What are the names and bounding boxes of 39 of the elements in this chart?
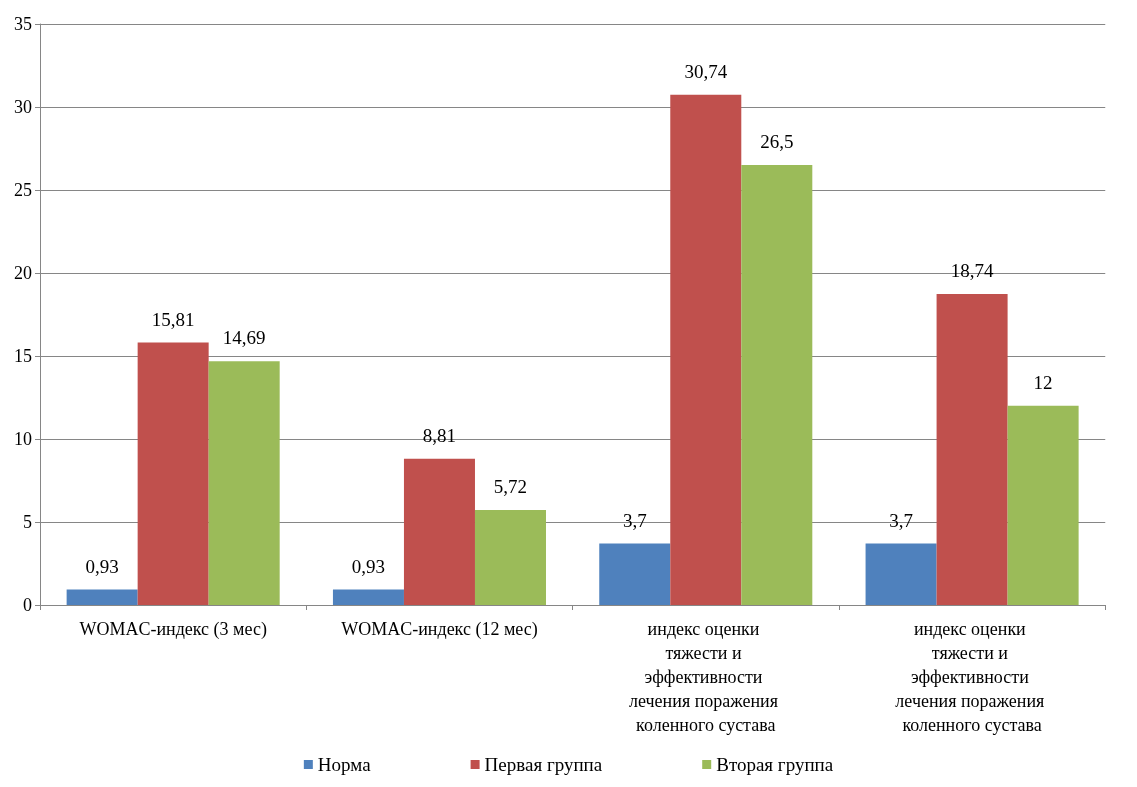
bar: [599, 543, 671, 605]
bar: [137, 342, 209, 605]
bar: [332, 589, 404, 605]
data-label: 5,72: [493, 476, 528, 498]
y-tick-label: 30: [14, 97, 32, 117]
data-label: 0,93: [351, 555, 386, 577]
legend-label: Первая группа: [484, 754, 603, 775]
data-label: 12: [1033, 371, 1053, 393]
data-label: 26,5: [760, 131, 794, 153]
data-label: 30,74: [684, 60, 728, 82]
bar: [865, 543, 937, 605]
bar: [741, 165, 813, 605]
y-tick-label: 5: [23, 512, 32, 532]
data-label: 3,7: [622, 509, 647, 531]
x-tick-label: WOMAC-индекс (3 мес): [79, 619, 267, 640]
y-tick-label: 35: [14, 14, 32, 34]
data-label: 15,81: [151, 308, 195, 330]
data-label: 14,69: [222, 327, 266, 349]
bar: [670, 94, 742, 605]
legend-label: Вторая группа: [716, 754, 834, 775]
bar: [403, 458, 475, 605]
data-label: 0,93: [85, 555, 119, 577]
bar: [936, 293, 1008, 605]
bar: [474, 510, 546, 605]
data-label: 8,81: [422, 424, 457, 446]
y-tick-label: 20: [14, 263, 32, 283]
y-tick-label: 25: [14, 180, 32, 200]
x-tick-label: индекс оценки тяжести и эффективности лечения поражения коленного сустава: [629, 619, 783, 735]
legend-label: Норма: [317, 754, 372, 775]
data-label: 18,74: [950, 259, 994, 281]
data-label: 3,7: [889, 509, 913, 531]
x-tick-label: индекс оценки тяжести и эффективности лечения поражения коленного сустава: [895, 619, 1049, 735]
bar: [66, 589, 138, 605]
bar: [208, 361, 280, 605]
y-tick-label: 0: [23, 595, 32, 615]
x-tick-label: WOMAC-индекс (12 мес): [341, 619, 538, 640]
y-tick-label: 15: [14, 346, 32, 366]
y-tick-label: 10: [14, 429, 32, 449]
bar: [1007, 405, 1079, 605]
